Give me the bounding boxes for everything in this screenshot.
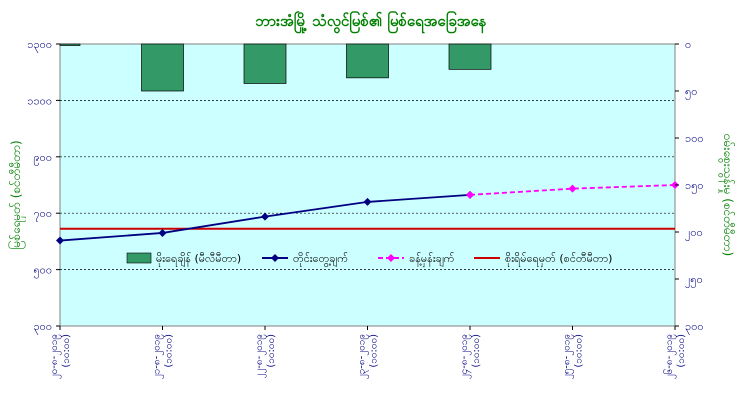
x-tick-label: ၂၀-၈-၂၀၁၉ (၁၀:၀၀) (49, 334, 72, 379)
right-tick-label: ၁၀၀ (685, 132, 704, 145)
forecast-point (466, 190, 474, 199)
x-tick-label: ၂၂-၈-၂၀၁၉ (၁၀:၀၀) (254, 334, 277, 379)
x-tick-label-line: (၁၀:၀၀) (369, 334, 380, 368)
y-axis-left-label: မြစ်ရေမှတ် (စင်တီမီတာ) (7, 140, 26, 249)
right-tick-label: ၂၅၀ (685, 273, 703, 288)
forecast-line (469, 184, 676, 196)
legend: မိုးရေချိန် (မီလီမီတာ) တိုင်းတွေ့ချက် ခန… (126, 252, 612, 267)
right-tick-label: ၁၅၀ (685, 179, 704, 194)
left-tick-label: ၁၁၀၀ (27, 94, 52, 107)
x-tick-label-line: (၁၀:၀၀) (676, 334, 687, 368)
y-axis-right-label: ဝမ်းစွေးသွန်းမှု (စင်တီမီတာ) (718, 134, 736, 256)
right-tick-label: ၀ (685, 38, 691, 51)
observed-point (261, 212, 269, 221)
x-tick-label-line: ၂၆-၈-၂၀၁၉ (662, 334, 677, 379)
rainfall-bar (448, 43, 492, 70)
x-tick-label: ၂၃-၈-၂၀၁၉ (၁၀:၀၀) (357, 334, 380, 379)
legend-danger-label: စိုးရိမ်ရေမှတ် (စင်တီမီတာ) (505, 252, 612, 267)
x-tick-label-line: (၁၀:၀၀) (574, 334, 585, 368)
left-tick-label: ၇၀၀ (33, 207, 52, 222)
x-tick-label-line: (၁၀:၀၀) (266, 334, 277, 368)
observed-point (158, 228, 167, 237)
x-tick-label-line: ၂၀-၈-၂၀၁၉ (49, 334, 62, 379)
x-tick-label: ၂၄-၈-၂၀၁၉ (၁၀:၀၀) (459, 334, 482, 379)
legend-forecast-marker (387, 254, 395, 262)
right-tick-label: ၃၀၀ (685, 320, 704, 335)
legend-observed-label: တိုင်းတွေ့ချက် (293, 252, 348, 267)
legend-rainfall-swatch (126, 252, 152, 264)
observed-point (56, 236, 64, 245)
x-tick-label-line: ၂၁-၈-၂၀၁၉ (152, 334, 165, 379)
rainfall-bar (141, 43, 184, 92)
x-tick-label-line: (၁၀:၀၀) (471, 334, 482, 368)
legend-observed-marker (271, 254, 279, 262)
rainfall-bar (59, 43, 81, 46)
level-lines (56, 181, 679, 245)
x-tick-label-line: ၂၅-၈-၂၀၁၉ (562, 334, 575, 379)
x-tick-label: ၂၆-၈-၂၀၁၉ (၁၀:၀၀) (662, 334, 687, 379)
left-tick-label: ၃၀၀ (33, 320, 52, 335)
right-tick-label: ၅၀ (685, 85, 697, 100)
observed-point (363, 197, 372, 206)
right-tick-label: ၂၀၀ (685, 226, 703, 241)
x-tick-label-line: (၁၀:၀၀) (164, 334, 175, 368)
gridlines (60, 100, 675, 270)
rainfall-bar (243, 43, 287, 84)
left-axis: ၃၀၀ ၅၀၀ ၇၀၀ ၉၀၀ ၁၁၀၀ ၁၃၀၀ (27, 38, 60, 335)
rainfall-bar (346, 43, 389, 79)
x-tick-label-line: ၂၃-၈-၂၀၁၉ (357, 334, 370, 379)
rainfall-bars (59, 43, 492, 92)
x-tick-label-line: ၂၄-၈-၂၀၁၉ (459, 334, 472, 379)
legend-forecast-label: ခန့်မှန်းချက် (409, 252, 455, 267)
legend-rainfall-label: မိုးရေချိန် (မီလီမီတာ) (156, 252, 241, 267)
x-tick-label: ၂၁-၈-၂၀၁၉ (၁၀:၀၀) (152, 334, 175, 379)
x-axis: ၂၀-၈-၂၀၁၉ (၁၀:၀၀) ၂၁-၈-၂၀၁၉ (၁၀:၀၀) ၂၂-၈-၂၀၁… (49, 326, 687, 379)
left-tick-label: ၅၀၀ (33, 264, 52, 279)
left-tick-label: ၁၃၀၀ (27, 38, 52, 53)
x-tick-label-line: ၂၂-၈-၂၀၁၉ (254, 334, 267, 379)
left-tick-label: ၉၀၀ (33, 151, 52, 166)
forecast-point (568, 184, 577, 193)
x-tick-label: ၂၅-၈-၂၀၁၉ (၁၀:၀၀) (562, 334, 585, 379)
x-tick-label-line: (၁၀:၀၀) (61, 334, 72, 368)
